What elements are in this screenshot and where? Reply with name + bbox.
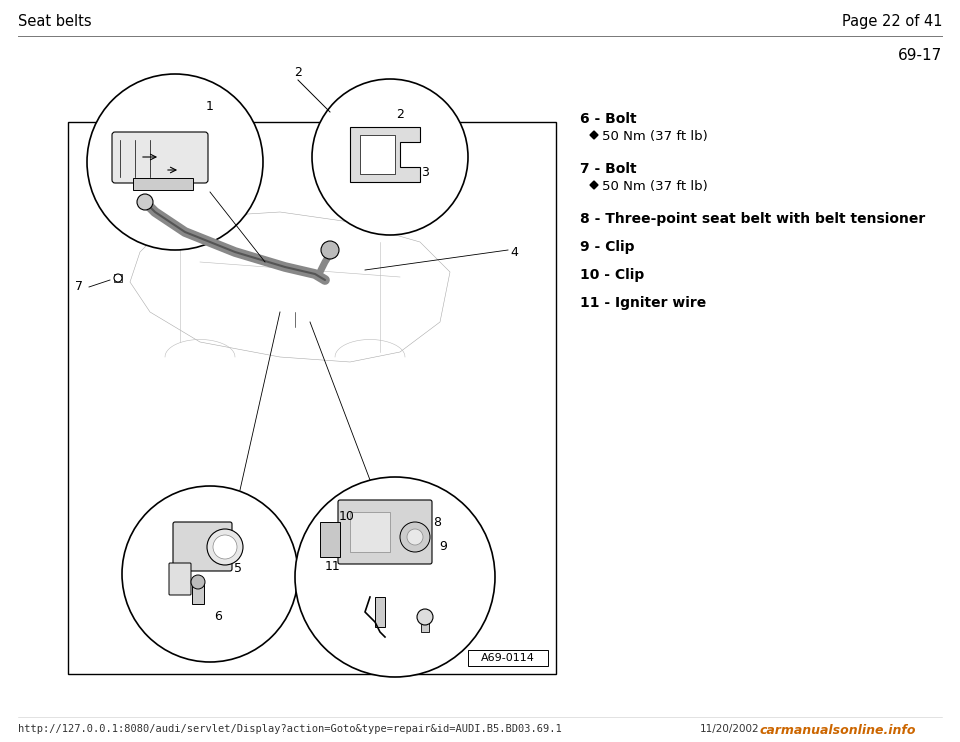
Text: 50 Nm (37 ft lb): 50 Nm (37 ft lb)	[602, 180, 708, 193]
Polygon shape	[360, 135, 395, 174]
Text: 2: 2	[396, 108, 404, 122]
Text: 8 - Three-point seat belt with belt tensioner: 8 - Three-point seat belt with belt tens…	[580, 212, 925, 226]
Circle shape	[137, 194, 153, 210]
Circle shape	[114, 274, 122, 282]
Circle shape	[400, 522, 430, 552]
Bar	[133, 178, 193, 190]
Circle shape	[407, 529, 423, 545]
Text: 3: 3	[421, 165, 429, 179]
Bar	[68, 122, 556, 674]
Bar	[375, 597, 385, 627]
Text: 7 - Bolt: 7 - Bolt	[580, 162, 636, 176]
Circle shape	[312, 79, 468, 235]
Text: Seat belts: Seat belts	[18, 14, 91, 29]
FancyBboxPatch shape	[173, 522, 232, 571]
Polygon shape	[590, 131, 598, 139]
Text: 8: 8	[433, 516, 441, 528]
Text: 6: 6	[214, 609, 222, 623]
Circle shape	[122, 486, 298, 662]
FancyBboxPatch shape	[169, 563, 191, 595]
Text: 4: 4	[510, 246, 517, 258]
Text: http://127.0.0.1:8080/audi/servlet/Display?action=Goto&type=repair&id=AUDI.B5.BD: http://127.0.0.1:8080/audi/servlet/Displ…	[18, 724, 562, 734]
Text: 5: 5	[234, 562, 242, 576]
Bar	[320, 522, 340, 557]
Circle shape	[207, 529, 243, 565]
Text: 9 - Clip: 9 - Clip	[580, 240, 635, 254]
Text: 6 - Bolt: 6 - Bolt	[580, 112, 636, 126]
Text: 10 - Clip: 10 - Clip	[580, 268, 644, 282]
Text: 69-17: 69-17	[898, 48, 942, 63]
Bar	[192, 582, 204, 604]
Bar	[421, 614, 429, 632]
Circle shape	[321, 241, 339, 259]
Circle shape	[417, 609, 433, 625]
Text: 7: 7	[75, 280, 83, 294]
Bar	[350, 512, 390, 552]
Bar	[468, 650, 548, 666]
FancyBboxPatch shape	[338, 500, 432, 564]
Bar	[114, 274, 122, 282]
Polygon shape	[590, 181, 598, 189]
Text: Page 22 of 41: Page 22 of 41	[842, 14, 942, 29]
Text: 11/20/2002: 11/20/2002	[700, 724, 759, 734]
Text: 10: 10	[339, 510, 355, 524]
Polygon shape	[350, 127, 420, 182]
Text: 9: 9	[439, 540, 447, 554]
Circle shape	[191, 575, 205, 589]
Circle shape	[87, 74, 263, 250]
Text: 11 - Igniter wire: 11 - Igniter wire	[580, 296, 707, 310]
Text: 1: 1	[206, 100, 214, 114]
Text: carmanualsonline.info: carmanualsonline.info	[760, 724, 917, 737]
Text: 2: 2	[294, 65, 302, 79]
Text: 11: 11	[325, 560, 341, 574]
Circle shape	[295, 477, 495, 677]
FancyBboxPatch shape	[112, 132, 208, 183]
Circle shape	[213, 535, 237, 559]
Text: 50 Nm (37 ft lb): 50 Nm (37 ft lb)	[602, 130, 708, 143]
Text: A69-0114: A69-0114	[481, 653, 535, 663]
